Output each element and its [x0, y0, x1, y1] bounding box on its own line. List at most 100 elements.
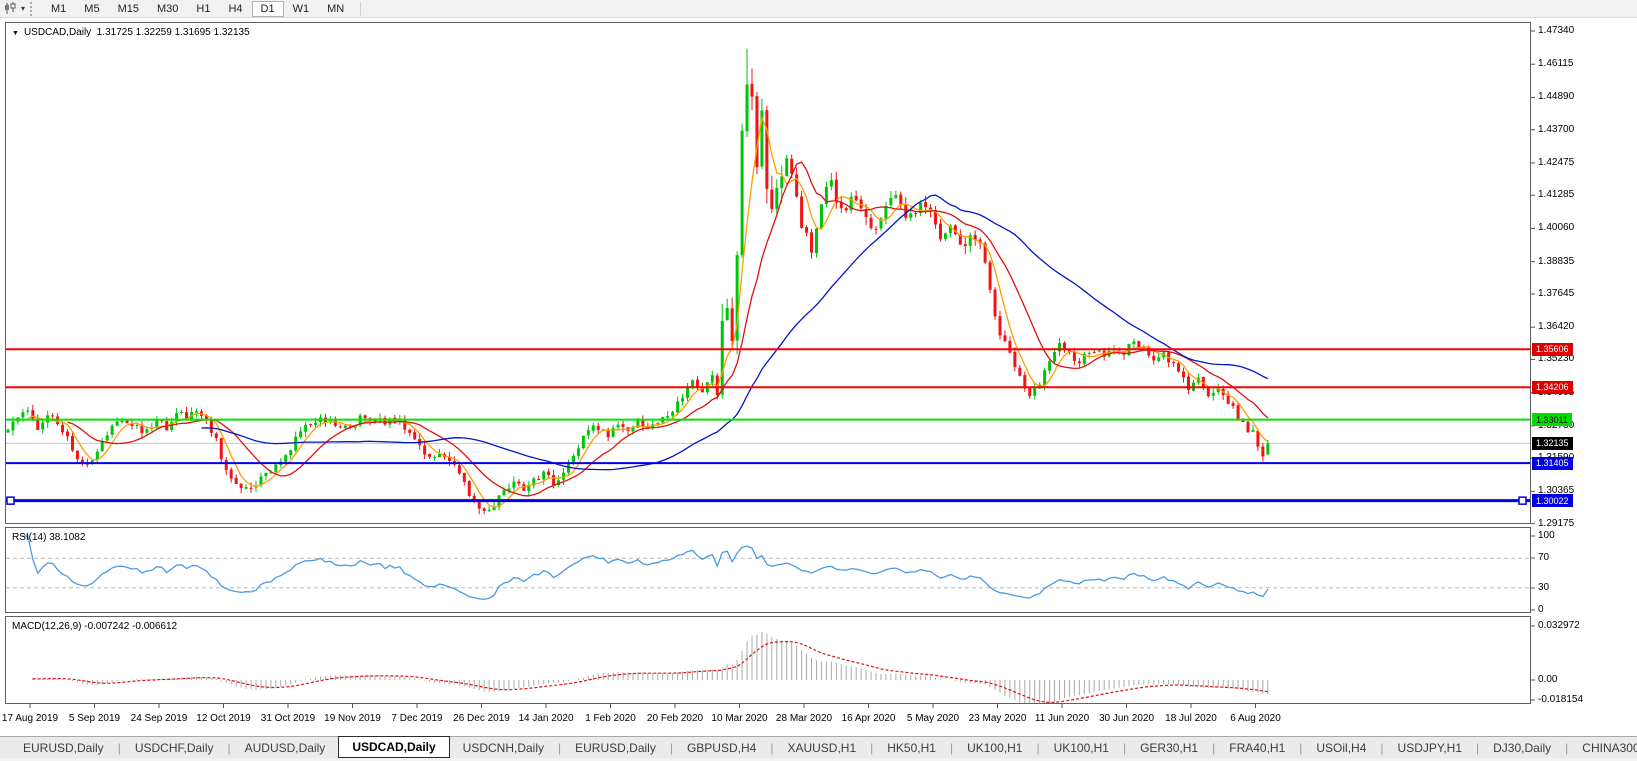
price-tick-label: 1.46115 [1538, 58, 1574, 70]
top-toolbar: ▾ M1 M5 M15 M30 H1 H4 D1 W1 MN [0, 0, 1637, 18]
macd-tick-label: 0.00 [1538, 674, 1558, 685]
level-price-tag: 1.34206 [1532, 380, 1573, 394]
date-label: 11 Jun 2020 [1034, 713, 1090, 724]
tab-separator: | [949, 740, 954, 755]
timeframe-button-m15[interactable]: M15 [117, 2, 139, 15]
date-label: 1 Feb 2020 [585, 713, 636, 724]
timeframe-button-m30[interactable]: M30 [156, 2, 179, 15]
chart-type-group[interactable]: ▾ [0, 0, 28, 18]
tab-audusd-daily[interactable]: AUDUSD,Daily [244, 740, 326, 755]
macd-label: MACD(12,26,9) -0.007242 -0.006612 [12, 621, 178, 632]
main-chart-panel[interactable] [5, 22, 1531, 524]
date-label: 31 Oct 2019 [260, 713, 316, 724]
tab-dj30-daily[interactable]: DJ30,Daily [1493, 740, 1552, 755]
date-label: 19 Nov 2019 [324, 713, 381, 724]
timeframe-buttons: M1 M5 M15 M30 H1 H4 D1 W1 MN [39, 0, 356, 18]
candlestick-chart-icon [5, 2, 16, 14]
chart-ohlc-values: 1.31725 1.32259 1.31695 1.32135 [96, 27, 250, 38]
price-tick-label: 1.36420 [1538, 321, 1575, 333]
level-price-tag: 1.35606 [1532, 342, 1573, 356]
macd-panel[interactable] [5, 616, 1531, 704]
timeframe-button-mn[interactable]: MN [327, 2, 345, 15]
tab-gbpusd-h4[interactable]: GBPUSD,H4 [686, 740, 757, 755]
tab-separator: | [1565, 740, 1569, 755]
date-label: 16 Apr 2020 [841, 713, 896, 724]
date-label: 18 Jul 2020 [1165, 713, 1217, 724]
timeframe-button-d1[interactable]: D1 [251, 0, 284, 17]
tab-hk50-h1[interactable]: HK50,H1 [887, 740, 936, 755]
macd-tick-label: 0.032972 [1538, 620, 1580, 631]
bottom-strip [0, 758, 1637, 761]
toolbar-separator [360, 1, 362, 16]
price-tick-label: 1.29175 [1538, 517, 1575, 529]
collapse-triangle-icon[interactable]: ▼ [12, 30, 19, 37]
timeframe-button-h1[interactable]: H1 [196, 2, 211, 15]
chart-tabbar: EURUSD,Daily | USDCHF,Daily | AUDUSD,Daily US… [0, 736, 1637, 758]
date-label: 30 Jun 2020 [1098, 713, 1155, 724]
tab-usdchf-daily[interactable]: USDCHF,Daily [134, 740, 214, 755]
tab-fra40-h1[interactable]: FRA40,H1 [1229, 740, 1286, 755]
chart-symbol-label: USDCAD,Daily [23, 27, 92, 38]
tab-separator: | [1212, 740, 1216, 755]
chevron-down-icon[interactable]: ▾ [21, 4, 26, 13]
rsi-tick-label: 100 [1538, 530, 1555, 541]
price-tick-label: 1.44890 [1538, 91, 1575, 103]
tab-usdcnh-daily[interactable]: USDCNH,Daily [462, 740, 545, 755]
toolbar-grip-handle[interactable] [30, 1, 35, 16]
tab-separator: | [1122, 740, 1127, 755]
date-label: 6 Aug 2020 [1230, 713, 1281, 724]
chart-title: ▼ USDCAD,Daily 1.31725 1.32259 1.31695 1.… [12, 27, 250, 38]
tab-eurusd-daily[interactable]: EURUSD,Daily [23, 740, 104, 755]
tab-usdjpy-h1[interactable]: USDJPY,H1 [1397, 740, 1463, 755]
tab-uk100-h1[interactable]: UK100,H1 [967, 740, 1023, 755]
timeframe-button-w1[interactable]: W1 [292, 2, 310, 15]
date-axis: 17 Aug 2019 5 Sep 2019 24 Sep 2019 12 Oct 2… [0, 708, 1637, 728]
date-label: 24 Sep 2019 [130, 713, 188, 724]
date-label: 26 Dec 2019 [453, 713, 510, 724]
current-price-tag: 1.32135 [1532, 436, 1573, 450]
timeframe-button-m5[interactable]: M5 [84, 2, 100, 15]
price-tick-label: 1.47340 [1538, 25, 1575, 36]
tab-separator: | [117, 740, 121, 755]
level-price-tag: 1.33011 [1532, 413, 1572, 427]
tab-ger30-h1[interactable]: GER30,H1 [1140, 740, 1199, 755]
date-label: 7 Dec 2019 [391, 713, 443, 724]
tab-xauusd-h1[interactable]: XAUUSD,H1 [787, 740, 857, 755]
tab-eurusd-daily[interactable]: EURUSD,Daily [575, 740, 656, 755]
tab-usoil-h4[interactable]: USOil,H4 [1316, 740, 1367, 755]
tab-separator: | [227, 740, 231, 755]
tab-separator: | [870, 740, 874, 755]
price-tick-label: 1.42475 [1538, 156, 1575, 168]
level-price-tag: 1.30022 [1532, 494, 1573, 508]
price-tick-label: 1.41285 [1538, 189, 1575, 201]
price-tick-label: 1.30365 [1538, 485, 1575, 497]
price-tick-label: 1.38835 [1538, 255, 1575, 267]
tab-separator: | [1036, 740, 1040, 755]
tab-uk100-h1[interactable]: UK100,H1 [1053, 740, 1109, 755]
tab-separator: | [1476, 740, 1480, 755]
price-tick-label: 1.43700 [1538, 123, 1575, 135]
rsi-tick-label: 70 [1538, 552, 1550, 563]
date-label: 23 May 2020 [968, 713, 1027, 724]
tab-usdcad-daily[interactable]: USDCAD,Daily [338, 736, 450, 758]
price-tick-label: 1.40060 [1538, 222, 1575, 234]
price-tick-label: 1.37645 [1538, 287, 1575, 299]
tab-separator: | [1380, 740, 1384, 755]
tab-separator: | [669, 740, 673, 755]
date-label: 14 Jan 2020 [518, 713, 574, 724]
rsi-panel[interactable] [5, 527, 1531, 613]
level-price-tag: 1.31405 [1532, 456, 1573, 470]
date-label: 12 Oct 2019 [196, 713, 251, 724]
rsi-tick-label: 0 [1538, 604, 1544, 615]
date-label: 20 Feb 2020 [646, 713, 704, 724]
tab-separator: | [558, 740, 562, 755]
tab-separator: | [1299, 740, 1303, 755]
date-label: 17 Aug 2019 [1, 713, 59, 724]
tab-china300-h1[interactable]: CHINA300,H1 [1582, 740, 1637, 755]
timeframe-button-m1[interactable]: M1 [51, 2, 67, 15]
price-tick-label: 1.35230 [1538, 353, 1575, 365]
timeframe-button-h4[interactable]: H4 [228, 2, 243, 15]
date-label: 5 May 2020 [906, 713, 960, 724]
rsi-label: RSI(14) 38.1082 [12, 532, 86, 543]
